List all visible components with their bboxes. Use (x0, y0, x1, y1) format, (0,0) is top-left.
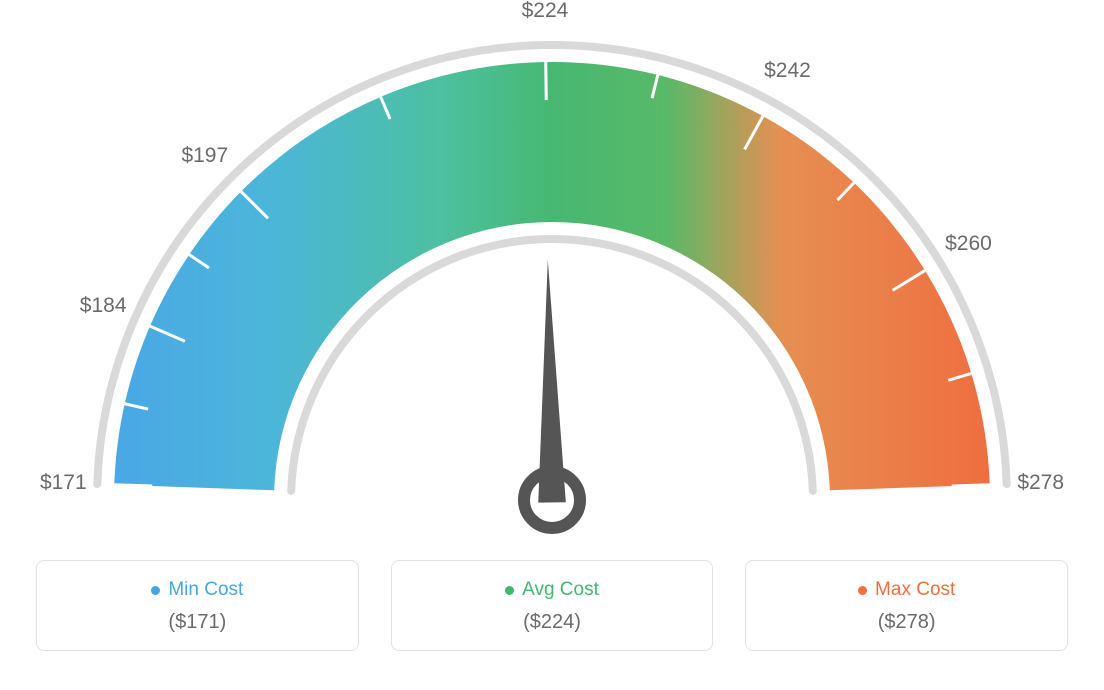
gauge-tick-label: $224 (522, 0, 569, 23)
min-cost-value: ($171) (47, 611, 348, 634)
dot-icon (858, 586, 867, 595)
gauge-tick-label: $278 (1017, 471, 1064, 495)
gauge-chart: $171 $184 $197 $224 $242 $260 $278 (0, 0, 1104, 560)
dot-icon (505, 586, 514, 595)
gauge-tick-label: $197 (181, 144, 228, 168)
gauge-svg (0, 0, 1104, 560)
max-cost-card: Max Cost ($278) (745, 560, 1068, 651)
summary-cards: Min Cost ($171) Avg Cost ($224) Max Cost… (0, 560, 1104, 651)
gauge-tick-label: $184 (80, 294, 127, 318)
min-cost-title: Min Cost (151, 579, 243, 601)
min-cost-label: Min Cost (168, 579, 243, 601)
max-cost-value: ($278) (756, 611, 1057, 634)
avg-cost-card: Avg Cost ($224) (391, 560, 714, 651)
min-cost-card: Min Cost ($171) (36, 560, 359, 651)
max-cost-label: Max Cost (875, 579, 955, 601)
avg-cost-title: Avg Cost (505, 579, 599, 601)
avg-cost-label: Avg Cost (522, 579, 599, 601)
gauge-tick-label: $171 (40, 471, 87, 495)
max-cost-title: Max Cost (858, 579, 955, 601)
gauge-tick-label: $260 (945, 232, 992, 256)
dot-icon (151, 586, 160, 595)
avg-cost-value: ($224) (402, 611, 703, 634)
gauge-tick-label: $242 (764, 59, 811, 83)
